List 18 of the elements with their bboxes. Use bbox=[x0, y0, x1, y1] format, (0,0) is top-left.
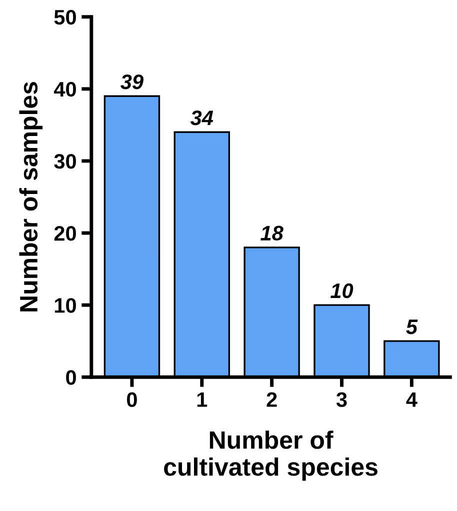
data-label: 34 bbox=[190, 110, 214, 126]
y-tick-label: 0 bbox=[66, 370, 76, 385]
data-label: 5 bbox=[406, 320, 418, 334]
x-tick-label: 3 bbox=[336, 392, 347, 408]
data-label: 18 bbox=[260, 226, 284, 241]
y-tick-label: 10 bbox=[54, 298, 76, 313]
y-tick-label: 20 bbox=[54, 226, 76, 241]
x-tick-label: 2 bbox=[266, 392, 277, 407]
x-tick-label: 0 bbox=[126, 392, 137, 408]
y-axis-title: Number of samples bbox=[19, 82, 43, 312]
y-tick-label: 50 bbox=[54, 10, 76, 25]
y-tick-label: 40 bbox=[54, 82, 76, 97]
x-axis-title: Number of cultivated species bbox=[164, 430, 378, 481]
data-label: 10 bbox=[330, 283, 354, 298]
x-tick-label: 1 bbox=[197, 392, 208, 407]
data-label: 39 bbox=[120, 74, 144, 90]
y-tick-label: 30 bbox=[54, 154, 76, 169]
x-tick-label: 4 bbox=[406, 392, 418, 407]
